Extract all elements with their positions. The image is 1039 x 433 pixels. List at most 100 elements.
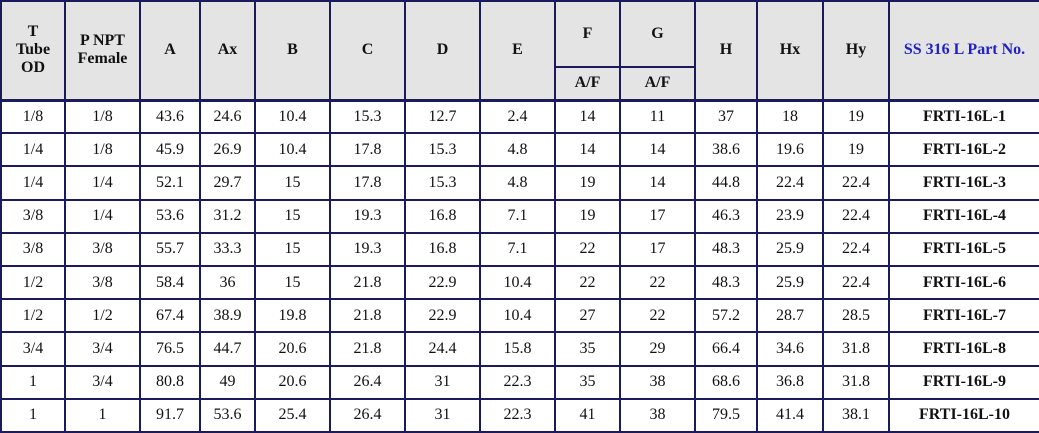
table-row: 3/4 3/4 76.5 44.7 20.6 21.8 24.4 15.8 35 29 66.4 34… (0, 331, 1039, 367)
column-header: E (479, 0, 556, 102)
cell: 36 (199, 264, 256, 301)
cell: 1 (64, 397, 141, 433)
cell: 43.6 (139, 98, 201, 135)
cell: 79.5 (694, 397, 758, 433)
cell: 14 (619, 165, 696, 201)
cell: 19.8 (254, 298, 331, 334)
cell: 10.4 (254, 132, 331, 168)
table-row: 3/8 1/4 53.6 31.2 15 19.3 16.8 7.1 19 17 46.3 23.9 2… (0, 198, 1039, 234)
cell: 4.8 (479, 132, 556, 168)
cell: 19 (554, 165, 621, 201)
cell: 35 (554, 364, 621, 400)
cell: 1/4 (64, 198, 141, 234)
cell: 48.3 (694, 264, 758, 301)
cell: 22.9 (404, 298, 481, 334)
cell: 31.8 (822, 364, 890, 400)
cell: 10.4 (479, 264, 556, 301)
cell: 38.1 (822, 397, 890, 433)
cell: 29.7 (199, 165, 256, 201)
table-header: T Tube OD P NPT Female A Ax B C D E F G H Hx Hy SS 31… (0, 0, 1039, 102)
cell: 17 (619, 231, 696, 267)
cell: 31.8 (822, 331, 890, 367)
cell: 14 (554, 132, 621, 168)
column-header: Ax (199, 0, 256, 102)
cell: 22.3 (479, 397, 556, 433)
cell: 45.9 (139, 132, 201, 168)
cell: 3/8 (0, 231, 66, 267)
cell: 26.4 (329, 397, 406, 433)
column-header: SS 316 L Part No. (888, 0, 1039, 102)
cell: 25.4 (254, 397, 331, 433)
part-number: FRTI-16L-7 (888, 298, 1039, 334)
cell: 33.3 (199, 231, 256, 267)
cell: 66.4 (694, 331, 758, 367)
cell: 3/4 (64, 331, 141, 367)
part-number: FRTI-16L-3 (888, 165, 1039, 201)
cell: 19 (554, 198, 621, 234)
cell: 19 (822, 98, 890, 135)
cell: 58.4 (139, 264, 201, 301)
cell: 1/8 (0, 98, 66, 135)
cell: 22.3 (479, 364, 556, 400)
part-number: FRTI-16L-10 (888, 397, 1039, 433)
cell: 1/2 (64, 298, 141, 334)
cell: 20.6 (254, 331, 331, 367)
cell: 10.4 (254, 98, 331, 135)
cell: 1/2 (0, 264, 66, 301)
cell: 17.8 (329, 132, 406, 168)
cell: 1/4 (64, 165, 141, 201)
cell: 37 (694, 98, 758, 135)
cell: 29 (619, 331, 696, 367)
cell: 48.3 (694, 231, 758, 267)
cell: 1/8 (64, 98, 141, 135)
cell: 22 (619, 298, 696, 334)
cell: 19.6 (756, 132, 824, 168)
cell: 91.7 (139, 397, 201, 433)
cell: 1/8 (64, 132, 141, 168)
column-header: P NPT Female (64, 0, 141, 102)
cell: 22.4 (822, 165, 890, 201)
cell: 15.8 (479, 331, 556, 367)
cell: 20.6 (254, 364, 331, 400)
cell: 19.3 (329, 231, 406, 267)
cell: 34.6 (756, 331, 824, 367)
cell: 18 (756, 98, 824, 135)
cell: 7.1 (479, 231, 556, 267)
cell: 28.5 (822, 298, 890, 334)
cell: 3/4 (0, 331, 66, 367)
cell: 3/4 (64, 364, 141, 400)
cell: 38 (619, 364, 696, 400)
cell: 3/8 (64, 231, 141, 267)
cell: 22 (554, 264, 621, 301)
cell: 27 (554, 298, 621, 334)
cell: 16.8 (404, 231, 481, 267)
cell: 44.8 (694, 165, 758, 201)
cell: 55.7 (139, 231, 201, 267)
cell: 49 (199, 364, 256, 400)
cell: 76.5 (139, 331, 201, 367)
cell: 1 (0, 397, 66, 433)
cell: 38.6 (694, 132, 758, 168)
cell: 3/8 (0, 198, 66, 234)
cell: 16.8 (404, 198, 481, 234)
cell: 38 (619, 397, 696, 433)
cell: 28.7 (756, 298, 824, 334)
column-header: D (404, 0, 481, 102)
table-row: 1/4 1/4 52.1 29.7 15 17.8 15.3 4.8 19 14 44.8 22.4 2… (0, 165, 1039, 201)
cell: 21.8 (329, 264, 406, 301)
cell: 80.8 (139, 364, 201, 400)
table-row: 1/2 1/2 67.4 38.9 19.8 21.8 22.9 10.4 27 22 57.2 28… (0, 298, 1039, 334)
table-row: 1/4 1/8 45.9 26.9 10.4 17.8 15.3 4.8 14 14 38.6 19.… (0, 132, 1039, 168)
cell: 22.4 (822, 198, 890, 234)
subheader-row: A/F A/F (1, 66, 1039, 102)
cell: 26.9 (199, 132, 256, 168)
cell: 21.8 (329, 331, 406, 367)
cell: 15 (254, 165, 331, 201)
cell: 21.8 (329, 298, 406, 334)
cell: 31 (404, 397, 481, 433)
cell: 3/8 (64, 264, 141, 301)
cell: 25.9 (756, 231, 824, 267)
cell: 7.1 (479, 198, 556, 234)
